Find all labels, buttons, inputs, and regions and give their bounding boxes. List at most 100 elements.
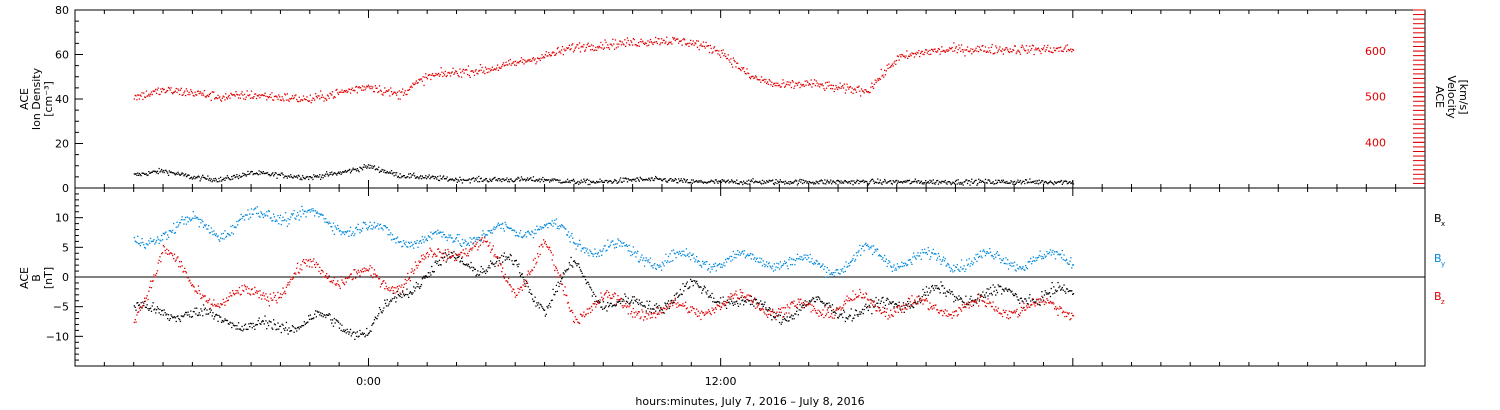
- bx-point: [173, 316, 176, 318]
- by-point: [147, 244, 149, 246]
- velocity-point: [303, 98, 305, 100]
- by-point: [521, 236, 523, 239]
- density-point: [638, 180, 640, 182]
- density-point: [274, 172, 276, 174]
- by-point: [190, 219, 193, 221]
- by-point: [214, 233, 216, 235]
- velocity-point: [619, 40, 622, 42]
- density-point: [424, 177, 426, 179]
- bz-point: [138, 307, 141, 309]
- by-point: [989, 251, 992, 253]
- by-point: [431, 238, 433, 240]
- velocity-point: [947, 50, 949, 52]
- bx-point: [897, 304, 899, 307]
- density-point: [417, 176, 419, 179]
- velocity-point: [152, 90, 154, 92]
- density-point: [988, 179, 990, 181]
- density-point: [273, 175, 275, 177]
- density-point: [844, 180, 846, 182]
- density-point: [562, 181, 564, 183]
- density-point: [878, 181, 881, 184]
- velocity-point: [375, 87, 377, 89]
- by-point: [332, 222, 335, 224]
- density-point: [402, 176, 404, 178]
- bx-point: [874, 304, 876, 306]
- bx-point: [487, 267, 489, 269]
- velocity-point: [858, 85, 860, 87]
- bz-point: [338, 285, 341, 287]
- density-point: [361, 169, 364, 171]
- by-point: [698, 260, 700, 263]
- density-point: [185, 176, 188, 178]
- by-point: [185, 216, 187, 219]
- by-point: [277, 215, 279, 217]
- bz-point: [208, 300, 210, 302]
- bx-point: [723, 300, 725, 303]
- density-point: [138, 174, 140, 176]
- velocity-point: [687, 42, 689, 45]
- by-point: [1031, 263, 1033, 265]
- velocity-point: [342, 91, 344, 94]
- velocity-point: [226, 97, 228, 99]
- bx-point: [697, 285, 699, 287]
- velocity-point: [938, 48, 940, 50]
- by-point: [825, 271, 828, 273]
- bx-point: [858, 313, 860, 315]
- bx-point: [330, 319, 332, 321]
- density-point: [446, 176, 448, 178]
- by-point: [801, 256, 803, 258]
- by-point: [547, 227, 549, 229]
- density-point: [1059, 181, 1061, 183]
- density-point: [257, 174, 259, 176]
- density-point: [455, 178, 458, 181]
- bz-point: [149, 280, 152, 282]
- by-point: [433, 232, 435, 234]
- velocity-point: [717, 53, 719, 55]
- density-point: [490, 180, 493, 182]
- velocity-point: [516, 62, 518, 64]
- bx-point: [879, 302, 881, 305]
- bz-point: [327, 277, 329, 279]
- velocity-point: [622, 43, 624, 45]
- velocity-point: [632, 38, 634, 40]
- density-point: [905, 180, 907, 182]
- velocity-point: [674, 39, 676, 42]
- by-point: [571, 232, 573, 235]
- velocity-point: [646, 45, 648, 47]
- velocity-point: [901, 53, 903, 56]
- by-point: [538, 228, 540, 231]
- by-point: [1034, 260, 1036, 262]
- bx-point: [470, 261, 472, 264]
- bx-point: [753, 305, 755, 307]
- velocity-point: [943, 50, 946, 52]
- by-point: [968, 258, 970, 260]
- y-tick-label-density: 40: [55, 93, 69, 106]
- bz-point: [288, 284, 290, 286]
- velocity-point: [479, 64, 482, 66]
- by-point: [772, 265, 774, 267]
- density-point: [391, 173, 394, 175]
- density-point: [472, 177, 475, 179]
- velocity-point: [1059, 47, 1061, 49]
- density-point: [707, 181, 710, 183]
- by-point: [637, 250, 639, 252]
- bx-point: [396, 290, 399, 292]
- density-point: [525, 179, 528, 181]
- density-point: [297, 174, 300, 176]
- density-point: [683, 178, 685, 180]
- bx-point: [181, 315, 183, 317]
- bx-point: [243, 328, 245, 330]
- density-point: [1042, 183, 1045, 185]
- density-point: [145, 173, 147, 175]
- bz-point: [263, 295, 265, 297]
- bx-point: [1058, 286, 1060, 289]
- velocity-point: [869, 91, 871, 94]
- bx-point: [163, 309, 165, 311]
- bz-point: [234, 293, 236, 295]
- velocity-point: [1065, 45, 1067, 47]
- density-point: [718, 180, 720, 182]
- by-point: [187, 221, 189, 223]
- bx-point: [938, 288, 940, 290]
- bx-point: [521, 273, 523, 275]
- velocity-point: [834, 88, 836, 90]
